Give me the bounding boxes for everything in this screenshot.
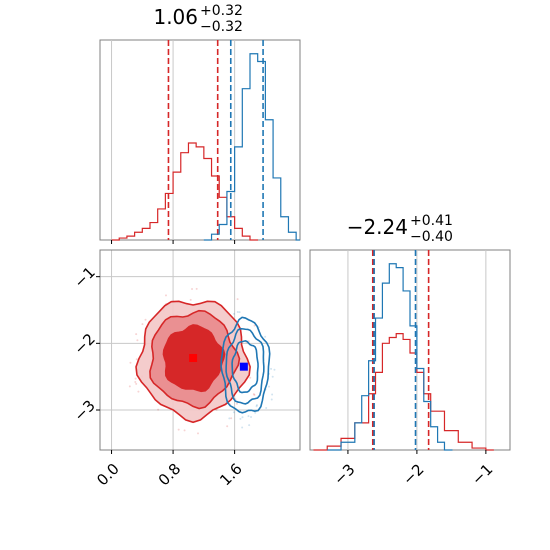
best-fit-marker-1 bbox=[239, 362, 248, 371]
sample-point bbox=[264, 335, 267, 338]
sample-point bbox=[228, 417, 231, 420]
y-tick-label: −3 bbox=[71, 397, 99, 425]
sample-point bbox=[191, 288, 194, 291]
sample-point bbox=[135, 358, 138, 361]
sample-point bbox=[177, 428, 180, 431]
histogram-series-0 bbox=[313, 333, 494, 451]
right-histogram-panel: −2.24 +0.41−0.40 −3 −2 −1 bbox=[309, 213, 511, 489]
sample-point bbox=[268, 385, 271, 388]
histogram-series-1 bbox=[203, 53, 300, 241]
x-tick-label: −1 bbox=[468, 460, 496, 488]
best-fit-marker-0 bbox=[189, 354, 198, 362]
sample-point bbox=[271, 393, 274, 396]
contour-panel: 0.0 0.8 1.6 −1 −2 −3 bbox=[71, 249, 301, 490]
sample-point bbox=[236, 298, 239, 301]
x-tick-label: 0.8 bbox=[155, 460, 185, 490]
sample-point bbox=[157, 408, 160, 411]
sample-point bbox=[226, 425, 229, 428]
sample-point bbox=[270, 367, 273, 370]
title-upper-error: +0.32 bbox=[200, 3, 243, 19]
title-value: −2.24 bbox=[347, 215, 408, 239]
sample-point bbox=[254, 411, 257, 414]
x-tick-label: 0.0 bbox=[93, 460, 123, 490]
sample-point bbox=[134, 381, 137, 383]
histogram-series-1 bbox=[327, 263, 453, 451]
sample-point bbox=[137, 390, 140, 393]
sample-point bbox=[232, 411, 235, 414]
sample-point bbox=[239, 417, 242, 420]
sample-point bbox=[253, 324, 256, 327]
x-tick-label: −2 bbox=[399, 460, 427, 488]
sample-point bbox=[129, 361, 132, 364]
sample-point bbox=[136, 339, 139, 342]
sample-point bbox=[255, 405, 258, 408]
sample-point bbox=[183, 429, 186, 432]
sample-point bbox=[236, 311, 239, 314]
axes-frame bbox=[99, 249, 301, 451]
sample-point bbox=[271, 375, 274, 378]
y-tick-label: −2 bbox=[71, 330, 99, 358]
contour-level-1-1 bbox=[225, 327, 265, 405]
contour-level-1-2 bbox=[231, 340, 259, 394]
sample-point bbox=[238, 311, 241, 314]
sample-point bbox=[195, 287, 198, 290]
sample-point bbox=[273, 368, 276, 371]
sample-point bbox=[252, 393, 255, 396]
sample-point bbox=[135, 333, 138, 336]
sample-point bbox=[141, 323, 144, 326]
y-tick-label: −1 bbox=[71, 263, 99, 291]
histogram-series-0 bbox=[111, 142, 258, 241]
sample-point bbox=[255, 404, 258, 407]
sample-point bbox=[250, 415, 253, 418]
contour-level-1-0 bbox=[220, 316, 271, 414]
title-lower-error: −0.32 bbox=[200, 19, 243, 35]
x-tick-label: −3 bbox=[330, 460, 358, 488]
sample-point bbox=[241, 416, 244, 419]
sample-point bbox=[253, 394, 256, 397]
sample-point bbox=[164, 294, 167, 297]
sample-point bbox=[233, 312, 236, 315]
title-upper-error: +0.41 bbox=[410, 213, 453, 229]
sample-point bbox=[247, 415, 250, 418]
sample-point bbox=[135, 382, 138, 385]
axes-frame bbox=[309, 249, 511, 451]
sample-point bbox=[134, 377, 137, 380]
sample-point bbox=[230, 417, 233, 420]
contour-area bbox=[100, 250, 300, 450]
sample-point bbox=[197, 432, 199, 435]
title-lower-error: −0.40 bbox=[410, 229, 453, 245]
sample-point bbox=[241, 426, 244, 429]
axes-frame bbox=[99, 39, 301, 241]
sample-point bbox=[270, 398, 273, 401]
sample-point bbox=[189, 298, 192, 301]
sample-point bbox=[144, 318, 147, 321]
sample-point bbox=[265, 406, 268, 409]
sample-point bbox=[128, 385, 131, 388]
sample-point bbox=[249, 376, 252, 379]
sample-point bbox=[235, 402, 238, 405]
sample-point bbox=[248, 424, 251, 427]
x-tick-label: 1.6 bbox=[216, 460, 246, 490]
top-histogram-panel: 1.06 +0.32−0.32 bbox=[99, 3, 301, 244]
title-value: 1.06 bbox=[153, 5, 198, 29]
